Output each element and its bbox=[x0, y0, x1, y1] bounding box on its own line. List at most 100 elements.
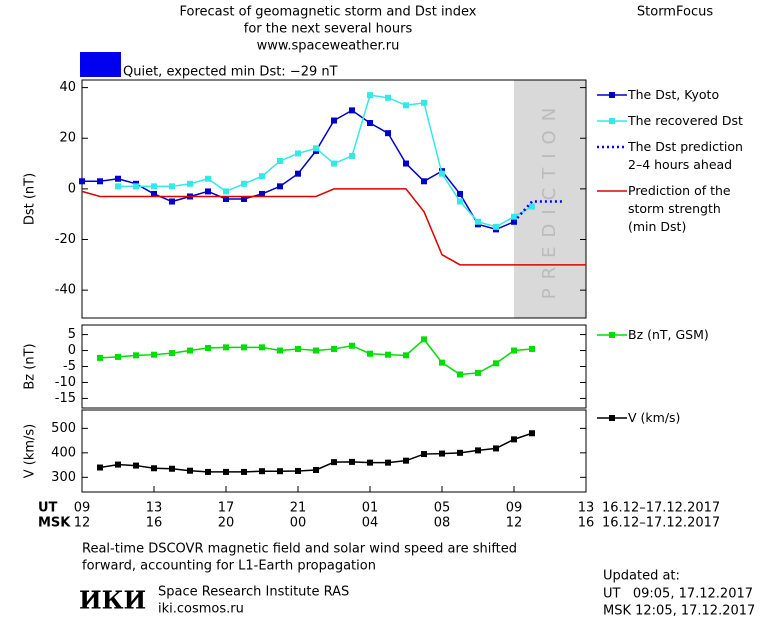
y-tick-label: 0 bbox=[68, 181, 76, 196]
marker bbox=[169, 465, 175, 472]
x-tick-label: 09 bbox=[506, 501, 523, 516]
x-tick-label: 13 bbox=[578, 501, 595, 516]
plot-frame bbox=[81, 324, 587, 409]
marker bbox=[79, 178, 85, 185]
x-tick-label: 21 bbox=[290, 501, 307, 516]
updated-title: Updated at: bbox=[603, 569, 680, 584]
marker bbox=[295, 170, 301, 177]
marker bbox=[115, 353, 121, 360]
marker bbox=[259, 468, 265, 475]
marker bbox=[457, 198, 463, 205]
marker bbox=[241, 196, 247, 202]
note: forward, accounting for L1-Earth propaga… bbox=[82, 559, 376, 574]
marker bbox=[151, 183, 157, 190]
marker bbox=[511, 436, 517, 443]
marker bbox=[331, 160, 337, 167]
status-swatch bbox=[80, 52, 121, 77]
marker bbox=[277, 158, 283, 165]
series-line bbox=[99, 338, 533, 376]
series-line bbox=[118, 94, 533, 228]
marker bbox=[205, 188, 211, 195]
marker bbox=[241, 468, 247, 475]
marker bbox=[313, 145, 319, 152]
marker bbox=[277, 183, 283, 190]
y-tick-label: 300 bbox=[51, 470, 76, 485]
marker bbox=[475, 447, 481, 454]
marker bbox=[115, 461, 121, 468]
marker bbox=[277, 468, 283, 475]
x-tick-label: 01 bbox=[362, 501, 379, 516]
marker bbox=[511, 213, 517, 220]
marker bbox=[385, 94, 391, 101]
series-line bbox=[81, 188, 586, 266]
x-tick-label-msk: 00 bbox=[290, 516, 307, 531]
legend-marker bbox=[609, 118, 615, 124]
marker bbox=[151, 465, 157, 472]
marker bbox=[259, 190, 265, 197]
x-tick-label: 09 bbox=[74, 501, 91, 516]
marker bbox=[529, 345, 535, 352]
y-tick-label: 400 bbox=[51, 445, 76, 460]
marker bbox=[313, 466, 319, 473]
prediction-zone bbox=[514, 80, 586, 318]
y-axis-label: Dst (nT) bbox=[23, 173, 38, 225]
institute: Space Research Institute RAS bbox=[158, 585, 349, 600]
x-range: 16.12–17.12.2017 bbox=[602, 516, 720, 531]
legend-entry: Prediction of the storm strength (min Ds… bbox=[628, 183, 731, 234]
marker bbox=[475, 369, 481, 376]
brand: StormFocus bbox=[637, 5, 713, 20]
marker bbox=[349, 458, 355, 465]
marker bbox=[493, 223, 499, 230]
legend-entry: The recovered Dst bbox=[628, 113, 743, 128]
marker bbox=[97, 178, 103, 185]
marker bbox=[493, 445, 499, 452]
marker bbox=[133, 462, 139, 469]
marker bbox=[367, 120, 373, 127]
y-tick-label: 0 bbox=[68, 343, 76, 358]
title: for the next several hours bbox=[244, 22, 413, 37]
marker bbox=[223, 468, 229, 475]
y-axis-label: Bz (nT) bbox=[23, 343, 38, 389]
marker bbox=[331, 459, 337, 466]
marker bbox=[115, 183, 121, 190]
legend-marker bbox=[609, 415, 615, 421]
y-tick-label: -5 bbox=[63, 359, 76, 374]
marker bbox=[439, 170, 445, 177]
marker bbox=[403, 102, 409, 109]
note: Real-time DSCOVR magnetic field and sola… bbox=[82, 542, 517, 557]
x-tick-label-msk: 04 bbox=[362, 516, 379, 531]
marker bbox=[187, 347, 193, 354]
marker bbox=[439, 359, 445, 366]
title: www.spaceweather.ru bbox=[257, 39, 400, 54]
marker bbox=[493, 360, 499, 367]
y-tick-label: 500 bbox=[51, 421, 76, 436]
marker bbox=[205, 468, 211, 475]
marker bbox=[349, 107, 355, 114]
marker bbox=[367, 459, 373, 466]
plot-frame bbox=[81, 409, 587, 493]
marker bbox=[439, 450, 445, 457]
legend-entry: V (km/s) bbox=[628, 410, 681, 425]
marker bbox=[277, 347, 283, 354]
marker bbox=[133, 183, 139, 190]
legend-marker bbox=[609, 332, 615, 338]
marker bbox=[295, 467, 301, 474]
x-tick-label: 17 bbox=[218, 501, 235, 516]
y-tick-label: 40 bbox=[59, 80, 76, 95]
marker bbox=[295, 345, 301, 352]
marker bbox=[457, 371, 463, 378]
x-tick-label-msk: 12 bbox=[506, 516, 523, 531]
y-tick-label: 20 bbox=[59, 131, 76, 146]
plot-frame bbox=[81, 79, 587, 319]
marker bbox=[349, 342, 355, 349]
updated-ut: UT 09:05, 17.12.2017 bbox=[603, 587, 753, 602]
marker bbox=[241, 344, 247, 351]
x-tick-label: 13 bbox=[146, 501, 163, 516]
marker bbox=[421, 451, 427, 458]
marker bbox=[403, 352, 409, 359]
y-tick-label: -40 bbox=[55, 283, 76, 298]
x-row-label: UT bbox=[38, 501, 58, 516]
marker bbox=[151, 190, 157, 197]
